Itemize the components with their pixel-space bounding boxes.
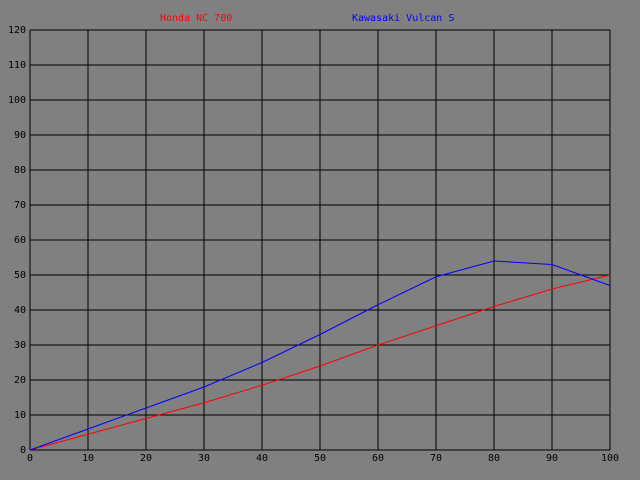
y-tick-label: 0 [20, 445, 26, 456]
x-tick-label: 70 [430, 453, 442, 464]
x-tick-label: 50 [314, 453, 326, 464]
y-tick-label: 120 [8, 25, 26, 36]
legend-entry: Kawasaki Vulcan S [352, 13, 454, 24]
y-tick-label: 80 [14, 165, 26, 176]
y-tick-label: 40 [14, 305, 26, 316]
x-tick-label: 90 [546, 453, 558, 464]
y-tick-label: 60 [14, 235, 26, 246]
line [29, 274, 611, 451]
y-tick-label: 20 [14, 375, 26, 386]
x-tick-label: 100 [601, 453, 619, 464]
y-tick-label: 30 [14, 340, 26, 351]
y-tick-label: 90 [14, 130, 26, 141]
x-tick-label: 60 [372, 453, 384, 464]
y-tick-label: 10 [14, 410, 26, 421]
x-tick-label: 20 [140, 453, 152, 464]
x-tick-label: 0 [27, 453, 33, 464]
y-tick-label: 70 [14, 200, 26, 211]
legend-entry: Honda NC 700 [160, 13, 232, 24]
x-tick-label: 30 [198, 453, 210, 464]
line [29, 260, 611, 451]
x-tick-label: 40 [256, 453, 268, 464]
x-tick-label: 80 [488, 453, 500, 464]
y-tick-label: 50 [14, 270, 26, 281]
y-tick-label: 110 [8, 60, 26, 71]
y-tick-label: 100 [8, 95, 26, 106]
x-tick-label: 10 [82, 453, 94, 464]
